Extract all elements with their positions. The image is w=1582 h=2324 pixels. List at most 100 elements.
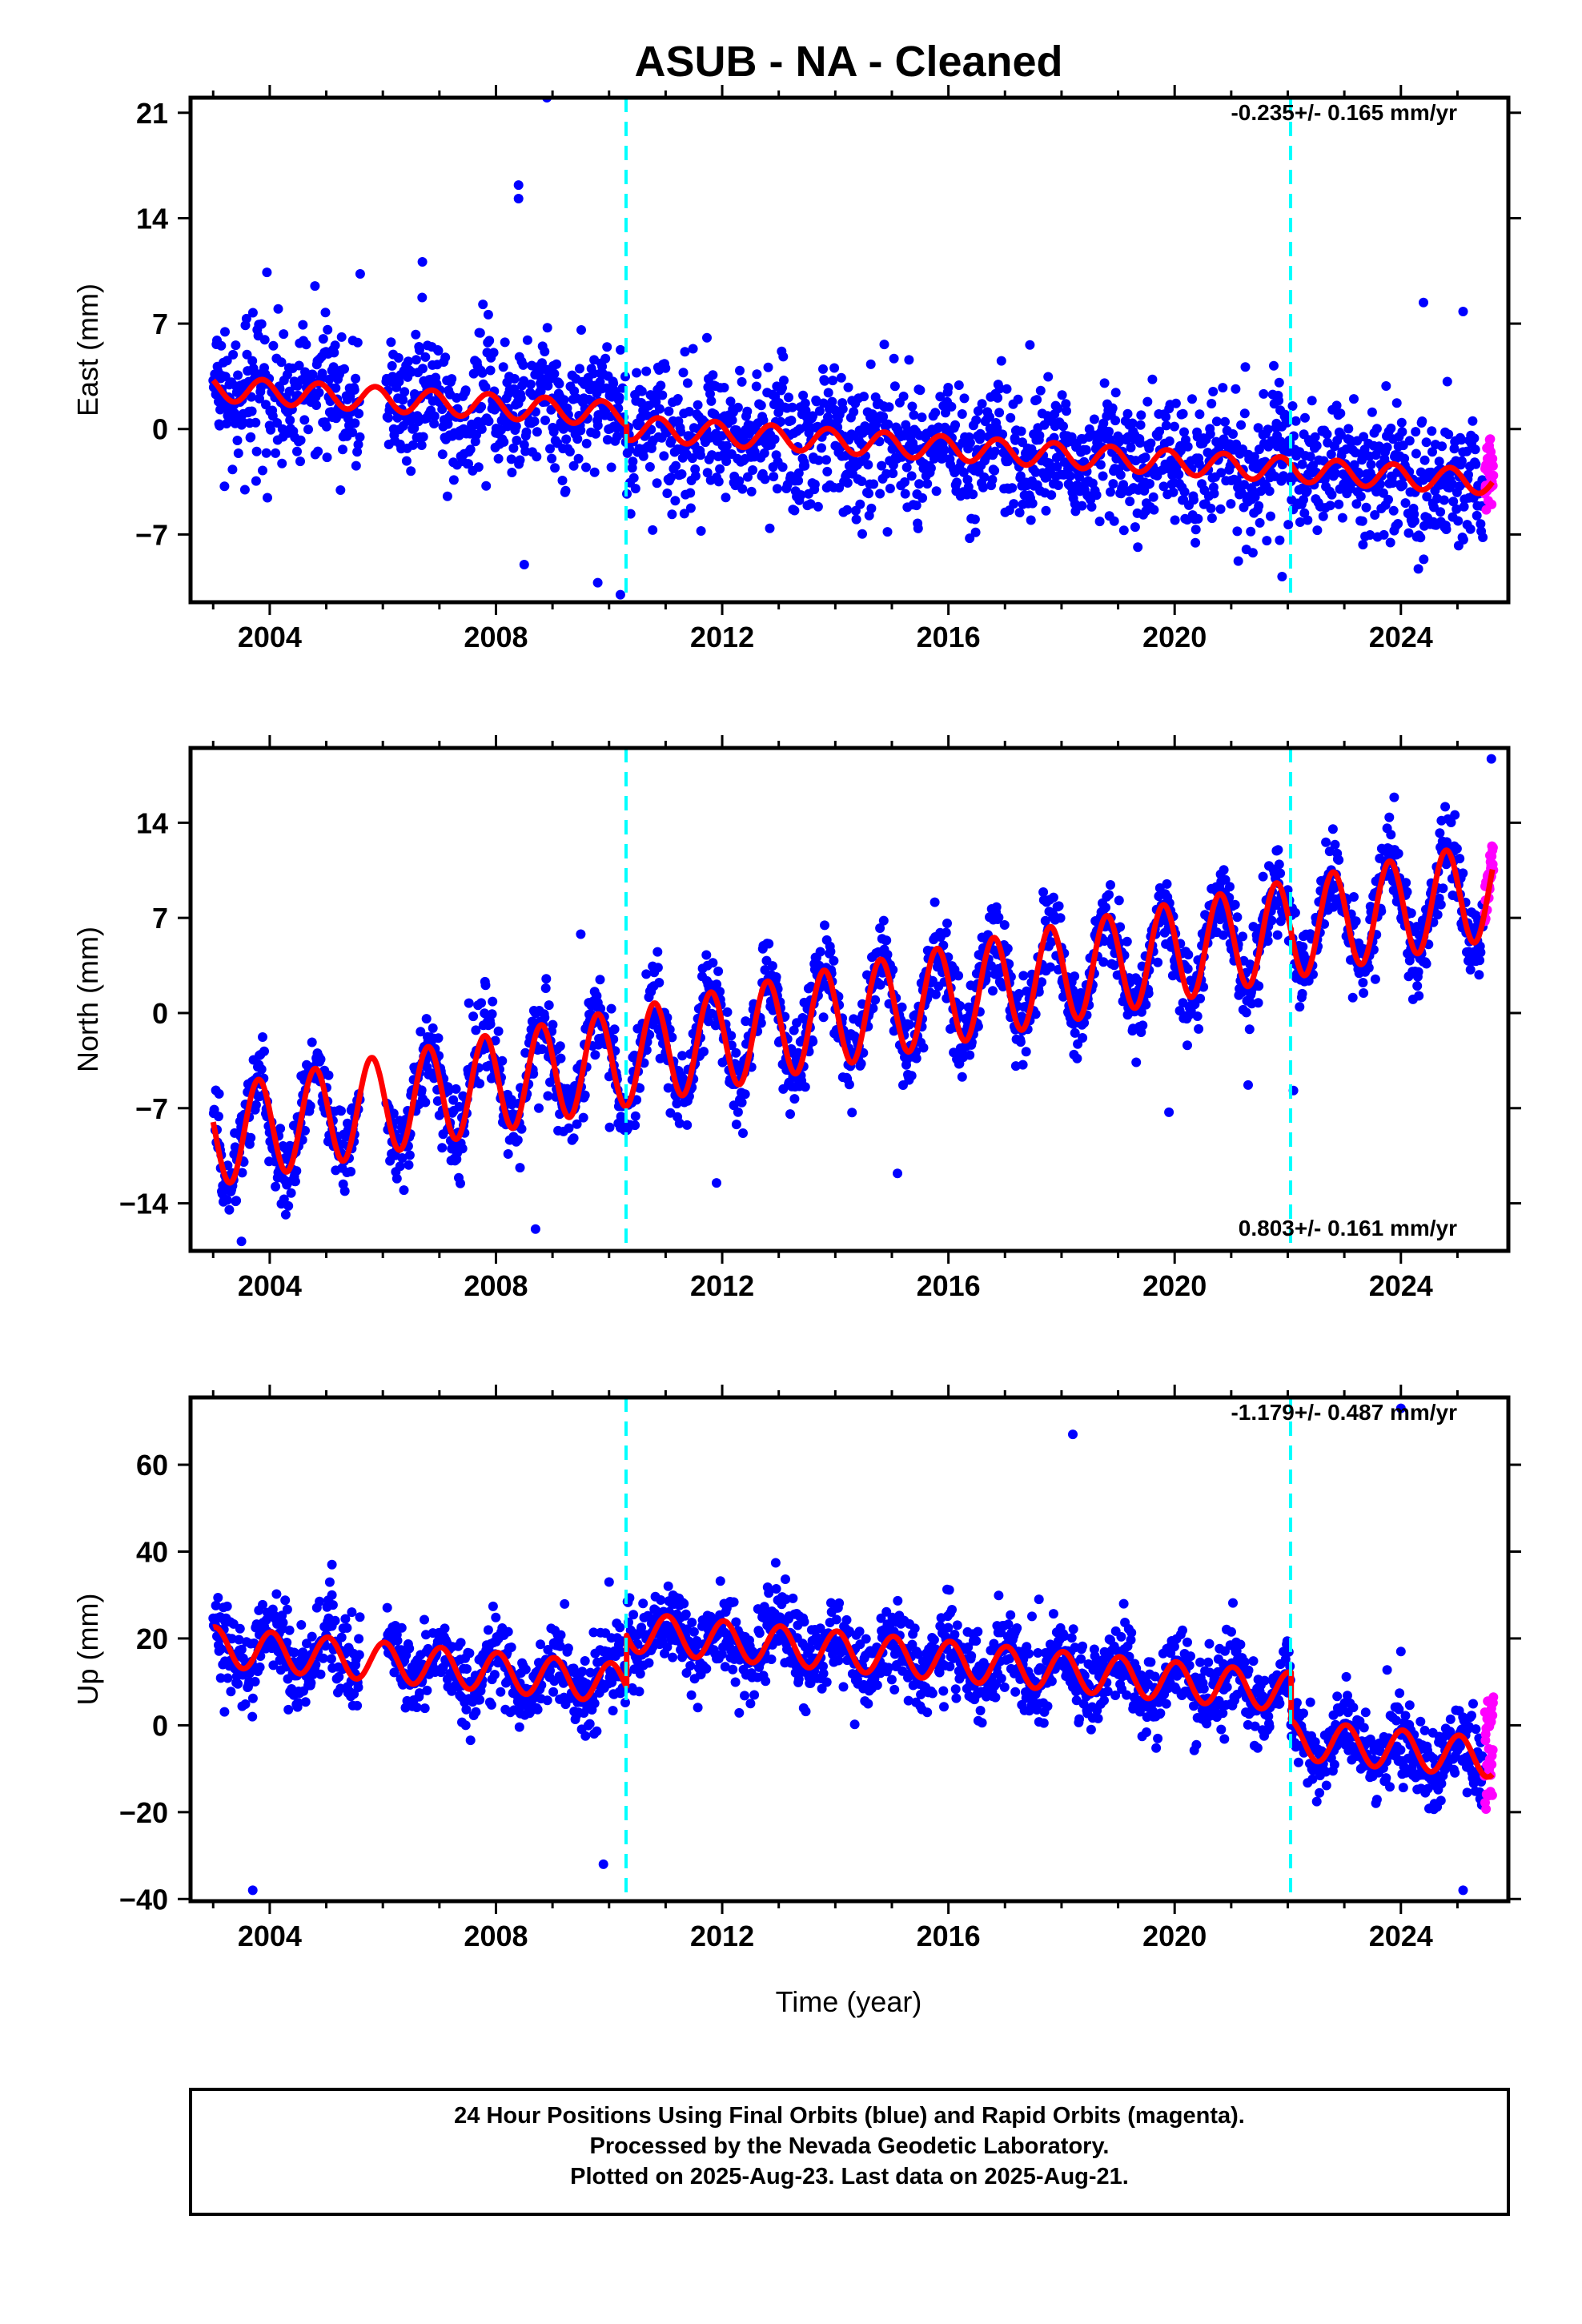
data-point <box>652 963 663 973</box>
data-point <box>1379 529 1389 540</box>
data-point <box>214 1088 224 1099</box>
data-point <box>487 1009 497 1019</box>
data-point <box>280 1209 291 1220</box>
data-point <box>581 438 592 448</box>
data-point <box>1335 408 1346 419</box>
data-point <box>1400 498 1411 509</box>
data-point <box>464 1648 475 1659</box>
data-point <box>256 319 267 329</box>
data-point <box>1331 468 1341 479</box>
data-point <box>857 476 867 486</box>
data-point <box>1182 1040 1192 1051</box>
data-point <box>1468 416 1478 426</box>
data-point <box>1283 520 1294 530</box>
data-point <box>883 419 893 429</box>
data-point <box>1220 416 1230 427</box>
data-point <box>1358 978 1368 987</box>
data-point <box>1208 387 1219 396</box>
data-point <box>1226 499 1236 509</box>
data-point <box>1077 501 1087 511</box>
outlier-point <box>1243 1080 1253 1090</box>
data-point <box>889 353 899 364</box>
data-point <box>1327 489 1337 500</box>
data-point <box>713 476 724 487</box>
data-point <box>1238 931 1248 942</box>
data-point <box>1439 495 1449 505</box>
data-point <box>602 342 612 352</box>
data-point <box>1349 460 1359 470</box>
data-point <box>771 972 781 982</box>
data-point <box>239 485 250 495</box>
data-point <box>985 412 994 422</box>
data-point <box>418 364 428 374</box>
data-point <box>827 396 837 407</box>
data-point <box>321 421 331 432</box>
data-point <box>1107 403 1118 413</box>
data-point <box>1264 486 1275 497</box>
data-point <box>706 396 717 406</box>
data-point <box>713 966 724 976</box>
data-point <box>486 1699 496 1710</box>
data-point <box>1135 420 1146 430</box>
data-point <box>818 1012 829 1023</box>
data-point <box>968 489 978 500</box>
data-point <box>800 1082 810 1092</box>
data-point <box>496 1687 506 1697</box>
data-point <box>303 424 313 435</box>
data-point <box>540 1012 550 1023</box>
data-point <box>696 526 706 536</box>
data-point <box>765 523 775 533</box>
data-point <box>433 1033 444 1043</box>
data-point <box>1095 460 1106 470</box>
data-point <box>232 436 243 445</box>
data-point <box>1435 828 1445 838</box>
data-point <box>1193 513 1203 524</box>
data-point <box>1027 498 1038 509</box>
data-point <box>355 1612 365 1622</box>
data-point <box>678 368 689 378</box>
data-point <box>521 427 532 437</box>
data-point <box>1414 991 1424 1001</box>
data-point <box>516 392 526 403</box>
data-point <box>721 440 732 451</box>
data-point <box>727 415 737 425</box>
data-point <box>1262 536 1272 546</box>
data-point <box>864 489 873 499</box>
data-point <box>842 478 853 488</box>
data-point <box>295 435 306 445</box>
data-point <box>318 334 328 344</box>
data-point <box>978 482 988 493</box>
data-point <box>1253 998 1263 1008</box>
data-point <box>1290 907 1300 918</box>
data-point <box>1274 859 1284 870</box>
data-point <box>1474 970 1484 980</box>
data-point <box>682 378 693 388</box>
data-point <box>339 1186 350 1196</box>
data-point <box>837 404 848 414</box>
data-point <box>240 1699 251 1709</box>
data-point <box>1061 399 1071 409</box>
data-point <box>222 1195 232 1205</box>
data-point <box>857 529 867 539</box>
data-point <box>952 477 962 488</box>
data-point <box>246 1132 256 1143</box>
data-point <box>578 1112 588 1123</box>
data-point <box>548 1019 558 1030</box>
rapid-point <box>1485 434 1496 444</box>
data-point <box>247 1711 258 1722</box>
data-point <box>1349 892 1359 902</box>
data-point <box>813 455 824 465</box>
rapid-point <box>1488 470 1499 480</box>
outlier-point <box>530 1224 540 1234</box>
data-point <box>292 446 302 456</box>
data-point <box>1026 515 1036 525</box>
data-point <box>685 488 696 498</box>
data-point <box>818 364 828 374</box>
data-point <box>392 1635 403 1646</box>
data-point <box>484 416 494 426</box>
data-point <box>398 395 408 405</box>
data-point <box>242 349 252 360</box>
data-point <box>662 489 673 498</box>
data-point <box>1359 432 1369 442</box>
y-tick-label: −7 <box>135 518 168 551</box>
